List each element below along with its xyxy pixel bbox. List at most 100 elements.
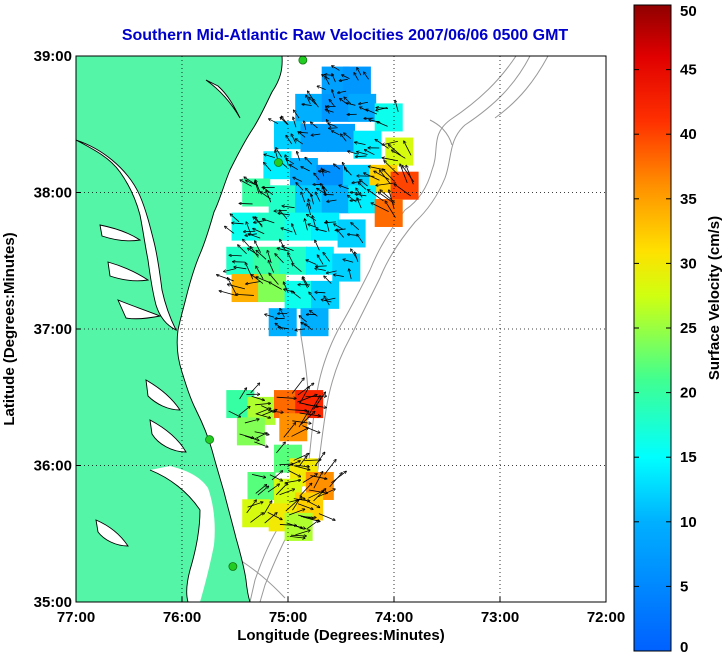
colorbar-tick-label: 40 (680, 126, 697, 143)
velocity-cell (300, 308, 329, 337)
colorbar-tick-label: 10 (680, 514, 697, 531)
velocity-arrows (289, 514, 319, 538)
velocity-arrows (344, 97, 374, 118)
velocity-arrows (284, 277, 310, 299)
x-tick-label: 76:00 (163, 609, 201, 626)
colorbar-tick-label: 45 (680, 62, 697, 79)
velocity-arrows (286, 152, 313, 182)
velocity-arrows (255, 403, 283, 417)
velocity-cell (305, 246, 334, 275)
velocity-arrows (239, 419, 269, 447)
velocity-arrows (376, 161, 415, 197)
velocity-arrows (269, 116, 297, 145)
velocity-arrows (309, 276, 336, 306)
velocity-arrows (295, 311, 318, 330)
velocity-arrows (317, 66, 340, 91)
velocity-arrows (348, 188, 367, 209)
velocity-arrows (306, 240, 330, 271)
colorbar-tick-label: 30 (680, 255, 697, 272)
grid-lines (76, 56, 606, 602)
x-tick-label: 77:00 (57, 609, 95, 626)
velocity-arrows (366, 101, 399, 127)
velocity-arrows (283, 411, 320, 438)
y-axis-label: Latitude (Degrees:Minutes) (1, 232, 18, 425)
velocity-arrows (249, 217, 275, 239)
x-axis-label: Longitude (Degrees:Minutes) (237, 627, 445, 644)
velocity-arrows (307, 215, 336, 232)
velocity-cell (231, 274, 260, 303)
velocity-arrows (296, 183, 321, 210)
land (76, 56, 283, 602)
velocity-arrows (357, 166, 395, 185)
station-marker (274, 158, 283, 167)
y-tick-label: 36:00 (34, 458, 72, 475)
colorbar-label: Surface Velocity (cm/s) (706, 216, 723, 380)
field-south (242, 442, 346, 541)
colorbar: 0 5 10 15 20 25 30 35 40 45 50 Surface Velocity (c… (633, 3, 723, 656)
velocity-cell (242, 499, 271, 528)
velocity-arrows (297, 392, 326, 416)
velocity-arrows (327, 249, 359, 280)
velocity-arrows (276, 442, 309, 476)
colorbar-tick-label: 25 (680, 320, 697, 337)
velocity-cell (289, 158, 318, 187)
velocity-arrows (338, 68, 369, 93)
coastline (76, 56, 283, 602)
velocity-cell (332, 253, 361, 282)
velocity-cell (342, 66, 371, 95)
velocity-cell (279, 246, 308, 275)
velocity-arrows (348, 142, 380, 156)
colorbar-tick-label: 0 (680, 639, 688, 656)
colorbar-tick-label: 35 (680, 191, 697, 208)
velocity-arrows (368, 190, 396, 218)
velocity-arrows (225, 214, 257, 235)
plot-area (76, 56, 606, 602)
velocity-cell (385, 137, 414, 166)
y-tick-label: 38:00 (34, 185, 72, 202)
colorbar-tick-label: 5 (680, 578, 688, 595)
field-middle (226, 378, 326, 447)
velocity-cell (268, 185, 297, 214)
velocity-arrows (248, 241, 275, 273)
velocity-arrows (246, 500, 282, 524)
velocity-arrows (278, 204, 311, 235)
velocity-arrows (224, 240, 252, 272)
velocity-cell (300, 123, 329, 152)
y-tick-label: 39:00 (34, 48, 72, 65)
chart-title: Southern Mid-Atlantic Raw Velocities 200… (122, 27, 569, 44)
velocity-arrows (228, 383, 264, 417)
velocity-arrows (261, 187, 295, 211)
x-axis-ticks: 77:00 76:00 75:00 74:00 73:00 72:00 (57, 597, 625, 626)
velocity-arrows (375, 140, 412, 162)
y-tick-label: 37:00 (34, 321, 72, 338)
velocity-arrows (240, 177, 261, 204)
velocity-arrows (265, 309, 288, 330)
velocity-arrows (246, 266, 282, 290)
x-tick-label: 72:00 (587, 609, 625, 626)
x-tick-label: 73:00 (481, 609, 519, 626)
hf-radar-stations (205, 56, 308, 571)
x-tick-label: 74:00 (375, 609, 413, 626)
velocity-arrows (327, 120, 351, 142)
velocity-field (217, 66, 419, 541)
velocity-arrows (293, 453, 327, 483)
velocity-arrows (294, 91, 319, 119)
velocity-cell (284, 212, 313, 241)
velocity-arrows (317, 184, 337, 202)
field-north (217, 66, 419, 337)
velocity-cell (353, 130, 382, 159)
velocity-arrows (251, 471, 282, 496)
colorbar-tick-label: 15 (680, 449, 697, 466)
y-axis-ticks: 39:00 38:00 37:00 36:00 35:00 (34, 48, 81, 611)
velocity-arrows (334, 223, 364, 244)
station-marker (205, 435, 214, 444)
y-tick-label: 35:00 (34, 594, 72, 611)
colorbar-gradient (633, 4, 672, 652)
velocity-cell (258, 212, 287, 241)
station-marker (228, 562, 238, 571)
colorbar-tick-label: 50 (680, 3, 697, 20)
velocity-arrows (296, 121, 321, 145)
velocity-cell (226, 246, 255, 275)
station-marker (298, 56, 308, 65)
